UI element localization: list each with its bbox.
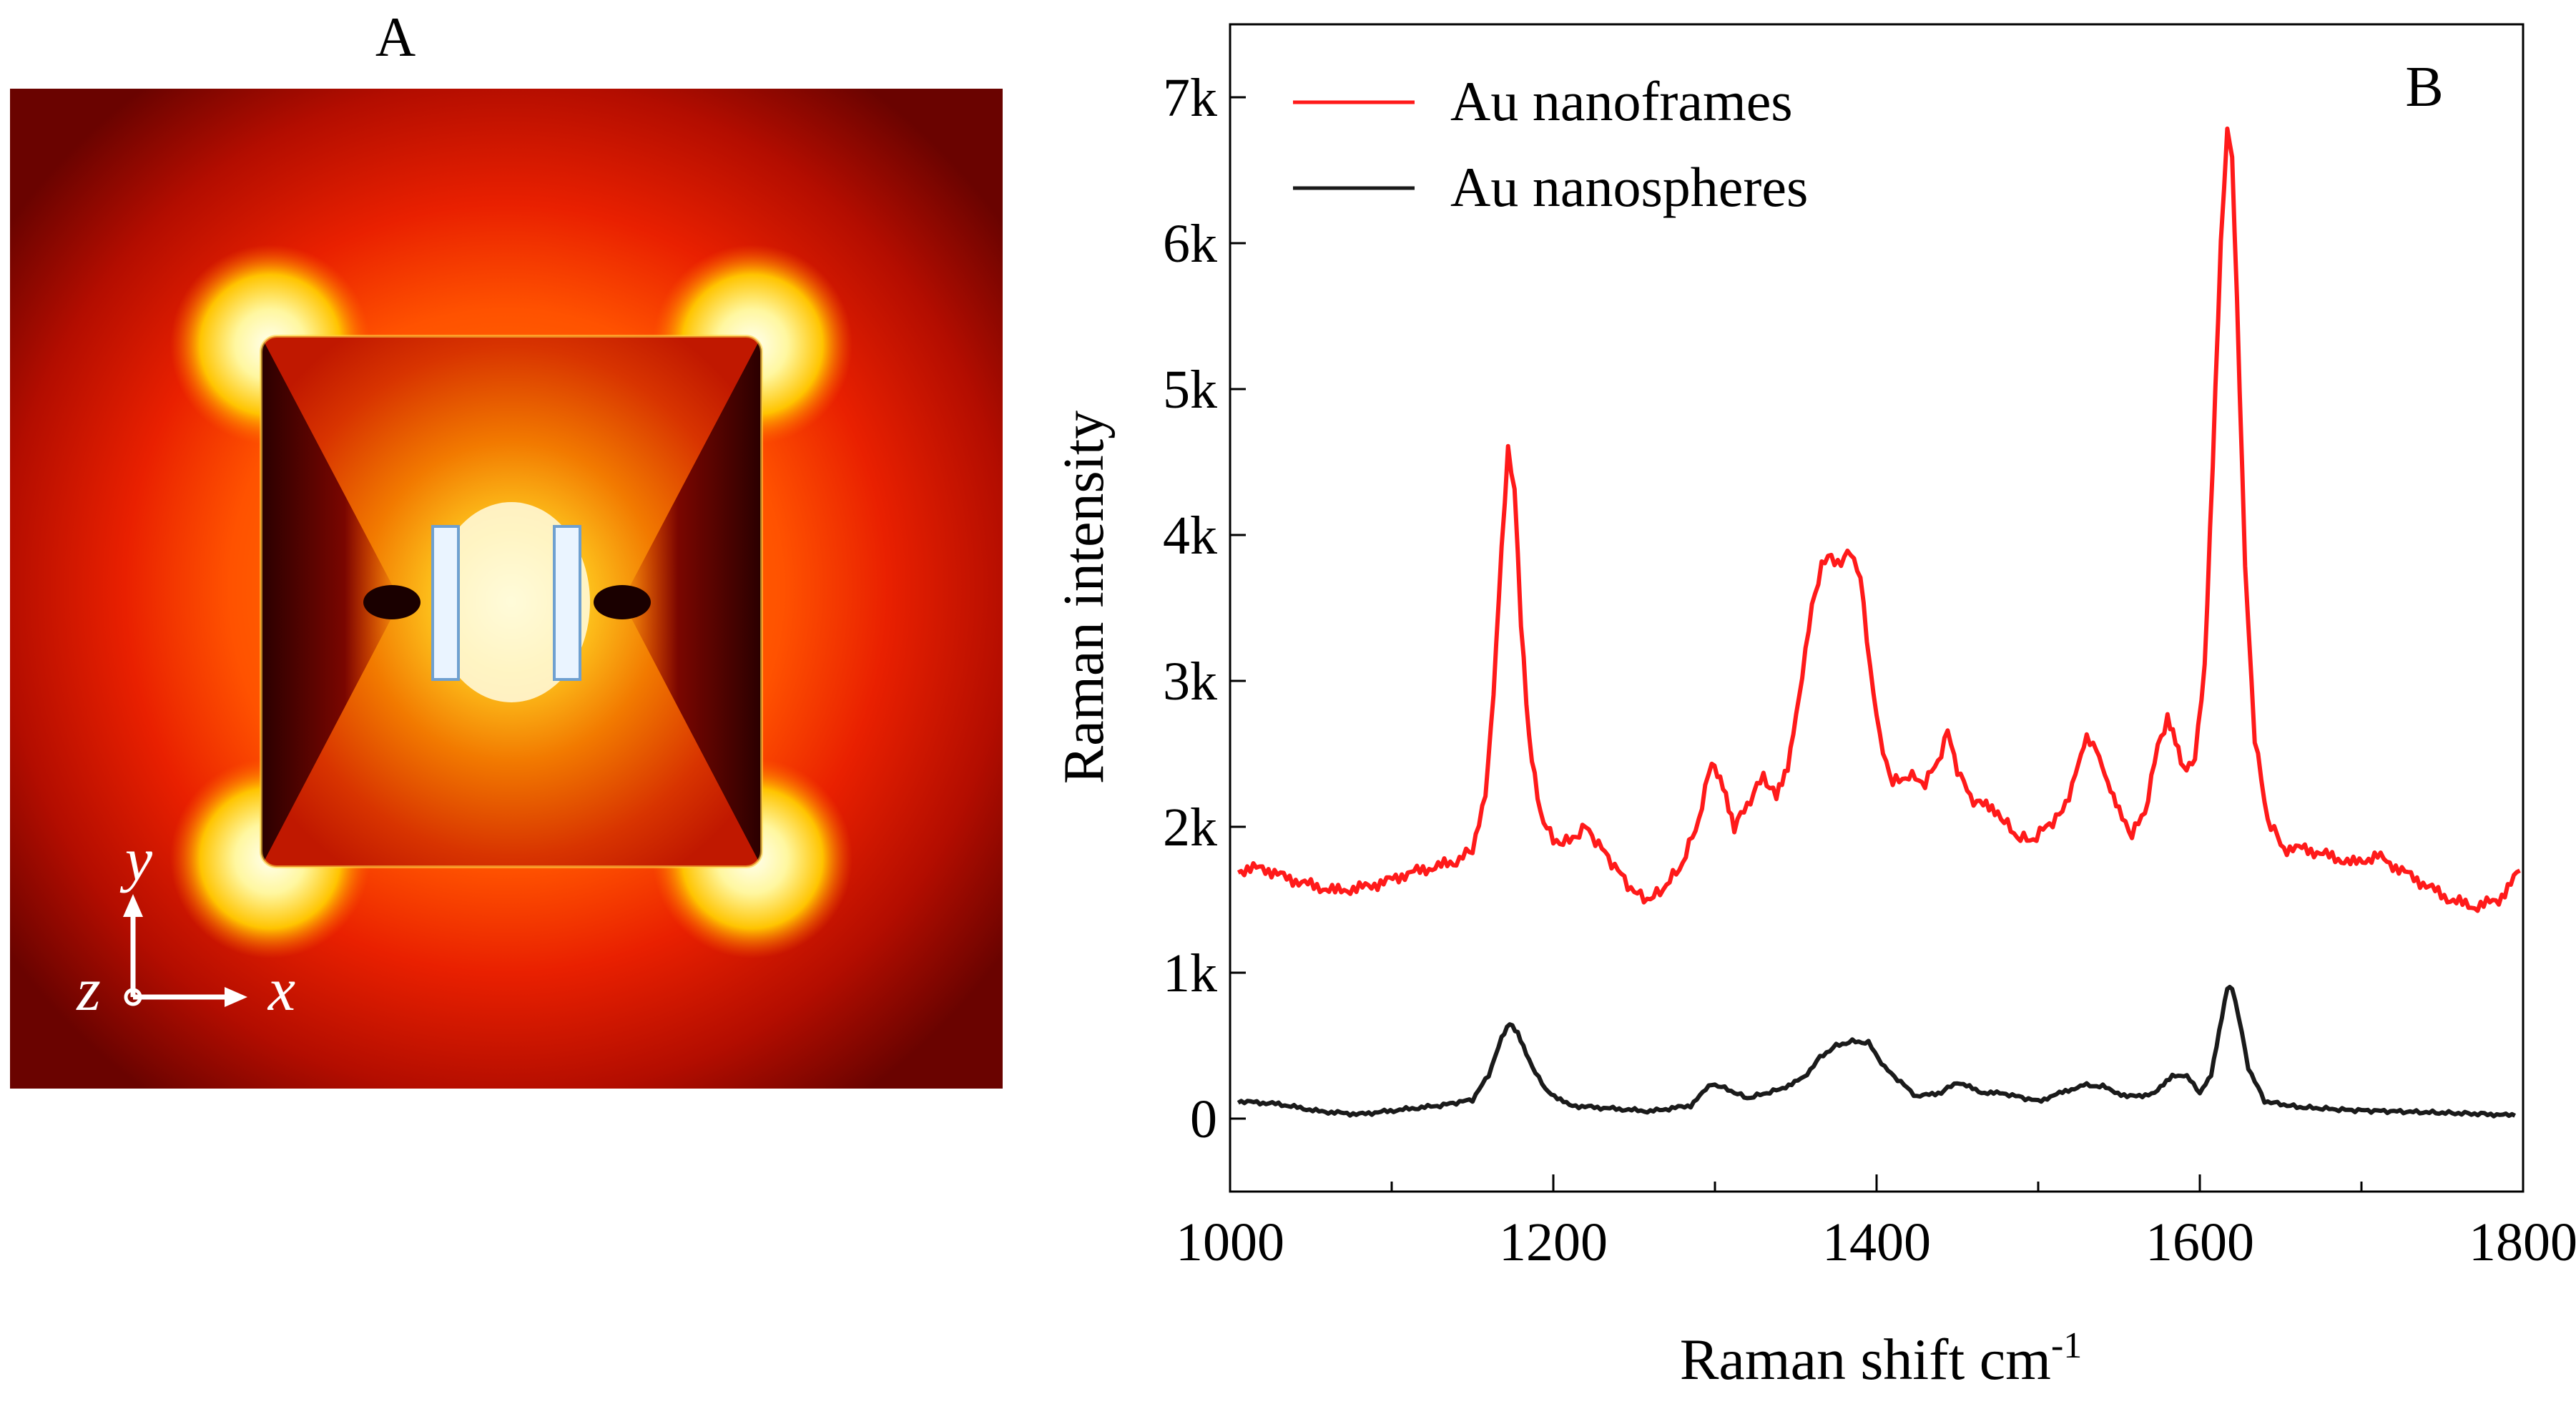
legend-label-nanoframes: Au nanoframes <box>1450 70 1793 132</box>
panel-a: A <box>10 6 1003 1089</box>
panel-b-label: B <box>2405 56 2443 119</box>
y-tick-label: 7k <box>1163 68 1217 128</box>
series-line-nanoframes <box>1237 126 2521 913</box>
nanoframe <box>261 336 762 867</box>
y-tick-label: 3k <box>1163 652 1217 712</box>
chart-layer: 0 1k 2k 3k 4k 5k 6k 7k 1000 1200 1400 1600 1800 <box>1163 68 2576 1272</box>
axis-label-z: z <box>76 955 100 1023</box>
field-map <box>10 89 1003 1089</box>
y-axis-title: Raman intensity <box>1053 411 1116 784</box>
gap-bar-right <box>553 525 581 681</box>
y-tick-label: 6k <box>1163 214 1217 274</box>
legend-label-nanospheres: Au nanospheres <box>1450 156 1808 218</box>
y-tick-label: 2k <box>1163 797 1217 858</box>
plot-frame <box>1229 23 2525 1193</box>
coordinate-axes: y z x <box>76 825 295 1023</box>
x-tick-label: 1200 <box>1499 1212 1608 1272</box>
y-tick-label: 5k <box>1163 360 1217 420</box>
x-axis-title-text: Raman shift cm <box>1680 1327 2051 1392</box>
series-line-nanospheres <box>1237 985 2517 1119</box>
y-tick-label: 4k <box>1163 506 1217 566</box>
legend: Au nanoframes Au nanospheres <box>1293 70 1808 218</box>
x-tick-label: 1800 <box>2469 1212 2576 1272</box>
axis-label-y: y <box>119 825 153 893</box>
x-tick-label: 1000 <box>1176 1212 1284 1272</box>
x-axis-title-superscript: -1 <box>2051 1325 2082 1366</box>
x-tick-label: 1600 <box>2145 1212 2254 1272</box>
x-axis-title: Raman shift cm-1 <box>1680 1325 2083 1392</box>
x-tick-label: 1400 <box>1822 1212 1931 1272</box>
y-tick-label: 1k <box>1163 943 1217 1003</box>
y-tick-label: 0 <box>1190 1089 1217 1149</box>
axis-label-x: x <box>267 955 295 1023</box>
panel-b: B 0 1k 2k 3k 4k 5k 6k 7k 1000 1200 1400 1600 1800 Au… <box>1053 23 2576 1392</box>
gap-bar-left <box>431 525 460 681</box>
panel-a-label: A <box>375 6 416 68</box>
